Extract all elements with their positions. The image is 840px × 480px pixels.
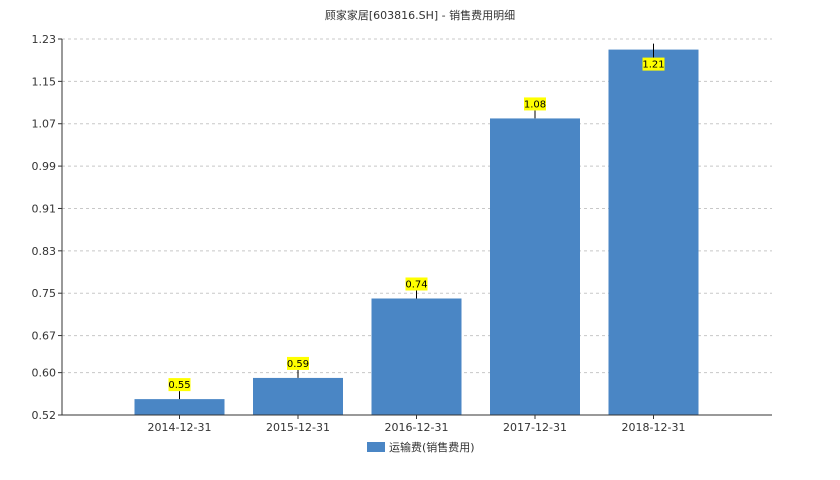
y-tick-label: 0.99 bbox=[32, 160, 57, 173]
data-label: 0.74 bbox=[405, 279, 427, 290]
legend: 运输费(销售费用) bbox=[367, 440, 475, 454]
y-tick-label: 1.15 bbox=[32, 75, 57, 88]
legend-swatch bbox=[367, 442, 385, 452]
bar bbox=[490, 118, 580, 416]
y-tick-label: 0.67 bbox=[32, 330, 57, 343]
data-label-bg bbox=[642, 57, 665, 71]
y-tick-label: 1.23 bbox=[32, 33, 57, 46]
chart-title: 顾家家居[603816.SH] - 销售费用明细 bbox=[325, 8, 515, 22]
data-label: 0.55 bbox=[168, 380, 190, 391]
data-label-bg bbox=[405, 277, 428, 291]
legend-label: 运输费(销售费用) bbox=[389, 440, 475, 454]
bar bbox=[134, 399, 225, 415]
data-label-bg bbox=[287, 356, 309, 370]
y-tick-label: 0.60 bbox=[32, 367, 57, 380]
bars bbox=[134, 49, 699, 416]
data-label: 0.59 bbox=[287, 359, 309, 370]
x-tick-label: 2016-12-31 bbox=[385, 421, 449, 434]
y-tick-label: 1.07 bbox=[32, 118, 57, 131]
data-label: 1.21 bbox=[642, 60, 664, 71]
x-tick-label: 2017-12-31 bbox=[503, 421, 567, 434]
axes: 0.52 0.60 0.67 0.75 0.83 0.91 0.99 1.07 1.15 1.23… bbox=[32, 33, 772, 434]
x-tick-label: 2014-12-31 bbox=[148, 421, 212, 434]
bar bbox=[253, 377, 343, 415]
y-tick-label: 0.52 bbox=[32, 409, 57, 422]
y-tick-label: 0.91 bbox=[32, 202, 57, 215]
y-tick-label: 0.75 bbox=[32, 287, 57, 300]
data-label-bg bbox=[524, 97, 546, 111]
x-tick-label: 2015-12-31 bbox=[266, 421, 330, 434]
y-tick-label: 0.83 bbox=[32, 245, 57, 258]
bar bbox=[371, 298, 462, 415]
x-tick-label: 2018-12-31 bbox=[622, 421, 686, 434]
data-label-bg bbox=[168, 378, 191, 392]
bar bbox=[608, 49, 699, 415]
data-labels: 0.55 0.59 0.74 1.08 1.21 bbox=[168, 43, 665, 400]
data-label: 1.08 bbox=[524, 99, 546, 110]
